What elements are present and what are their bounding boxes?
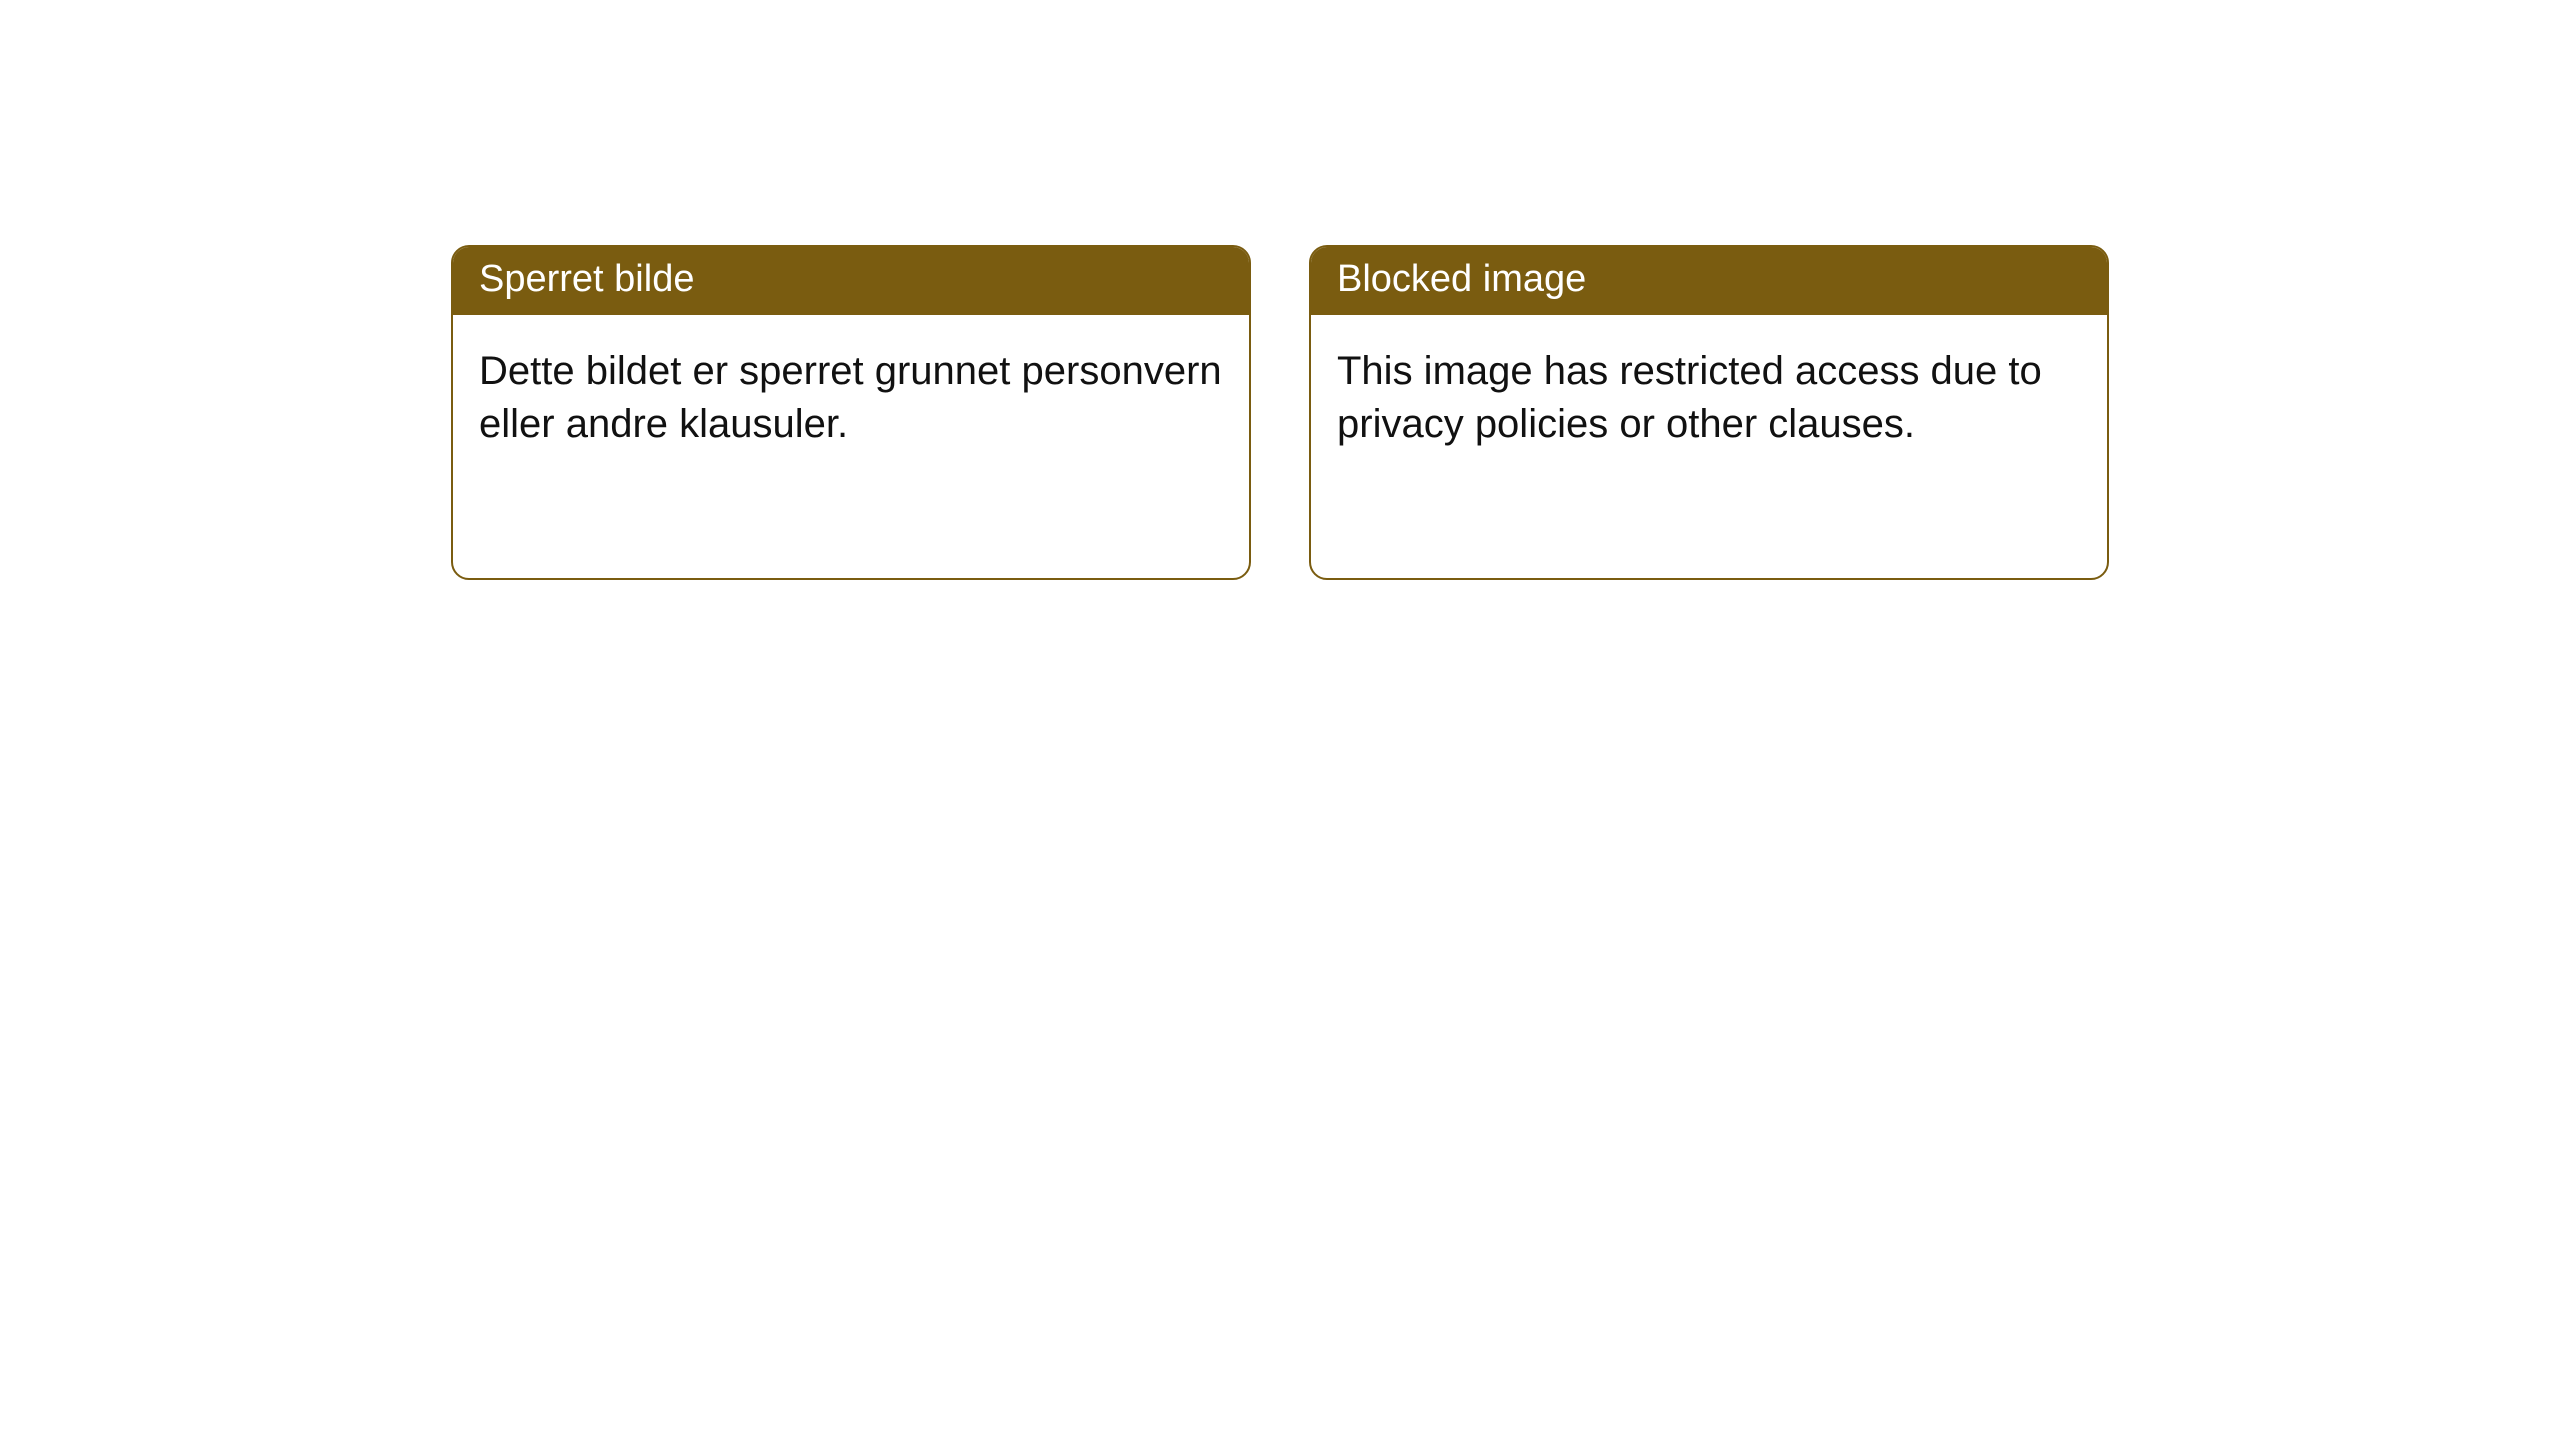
- notice-card-body-no: Dette bildet er sperret grunnet personve…: [453, 315, 1249, 471]
- notice-card-no: Sperret bilde Dette bildet er sperret gr…: [451, 245, 1251, 580]
- notice-card-header-no: Sperret bilde: [453, 247, 1249, 315]
- notice-card-en: Blocked image This image has restricted …: [1309, 245, 2109, 580]
- notice-card-body-en: This image has restricted access due to …: [1311, 315, 2107, 471]
- page-canvas: Sperret bilde Dette bildet er sperret gr…: [0, 0, 2560, 1440]
- notice-card-header-en: Blocked image: [1311, 247, 2107, 315]
